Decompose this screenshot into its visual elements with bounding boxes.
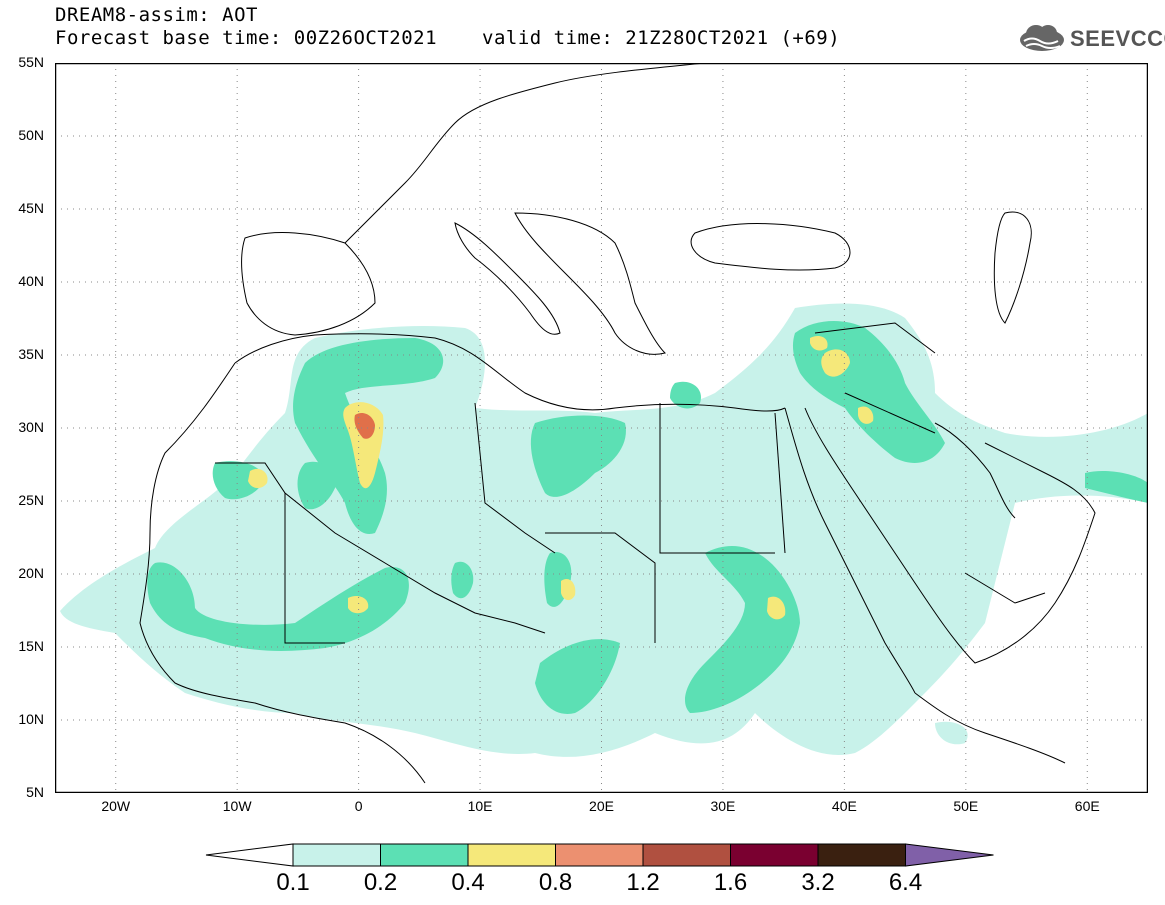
- cloud-logo-icon: [1020, 25, 1064, 51]
- aot-level-0.1: [60, 303, 1148, 757]
- lat-label: 20N: [18, 565, 44, 581]
- lon-label: 0: [354, 798, 363, 814]
- colorbar-swatch: [380, 843, 469, 867]
- logo-text: SEEVCCC: [1070, 26, 1165, 51]
- lat-label: 5N: [26, 784, 44, 800]
- colorbar-label: 1.6: [713, 869, 748, 896]
- colorbar-over-triangle: [905, 843, 994, 867]
- lon-label: 40E: [831, 798, 857, 814]
- forecast-base-time: Forecast base time: 00Z26OCT2021: [55, 27, 438, 49]
- lat-label: 25N: [18, 492, 44, 508]
- lon-label: 20W: [101, 798, 131, 814]
- lon-label: 20E: [589, 798, 614, 814]
- colorbar-label: 3.2: [801, 869, 835, 896]
- colorbar-swatch: [730, 843, 819, 867]
- graticule: [55, 63, 1148, 793]
- colorbar-label: 0.8: [538, 869, 573, 896]
- colorbar-label: 0.4: [451, 869, 485, 896]
- colorbar-under-triangle: [205, 843, 294, 867]
- map-frame: [55, 63, 1148, 793]
- colorbar-swatch: [642, 843, 731, 867]
- valid-time: valid time: 21Z28OCT2021 (+69): [482, 27, 841, 49]
- colorbar: [205, 843, 994, 867]
- colorbar-swatch: [555, 843, 644, 867]
- lat-label: 10N: [18, 711, 44, 727]
- colorbar-swatch: [467, 843, 556, 867]
- seevccc-logo: SEEVCCC: [1018, 22, 1165, 56]
- colorbar-label: 6.4: [888, 869, 923, 896]
- lat-label: 35N: [18, 346, 44, 362]
- lat-label: 55N: [18, 54, 44, 70]
- lat-label: 15N: [18, 638, 44, 654]
- map-title: DREAM8-assim: AOT: [55, 4, 258, 26]
- lon-label: 60E: [1074, 798, 1100, 814]
- lon-label: 50E: [953, 798, 979, 814]
- lat-label: 45N: [18, 200, 44, 216]
- lon-label: 10E: [467, 798, 493, 814]
- lon-label: 10W: [222, 798, 252, 814]
- aot-map: [55, 63, 1148, 793]
- lat-label: 50N: [18, 127, 44, 143]
- colorbar-label: 1.2: [626, 869, 660, 896]
- colorbar-swatch: [292, 843, 381, 867]
- lat-label: 30N: [18, 419, 44, 435]
- coastlines: [139, 63, 1096, 784]
- colorbar-swatch: [817, 843, 906, 867]
- colorbar-label: 0.1: [276, 869, 310, 896]
- lat-label: 40N: [18, 273, 44, 289]
- aot-level-0.8: [354, 413, 375, 439]
- colorbar-label: 0.2: [363, 869, 398, 896]
- lon-label: 30E: [710, 798, 736, 814]
